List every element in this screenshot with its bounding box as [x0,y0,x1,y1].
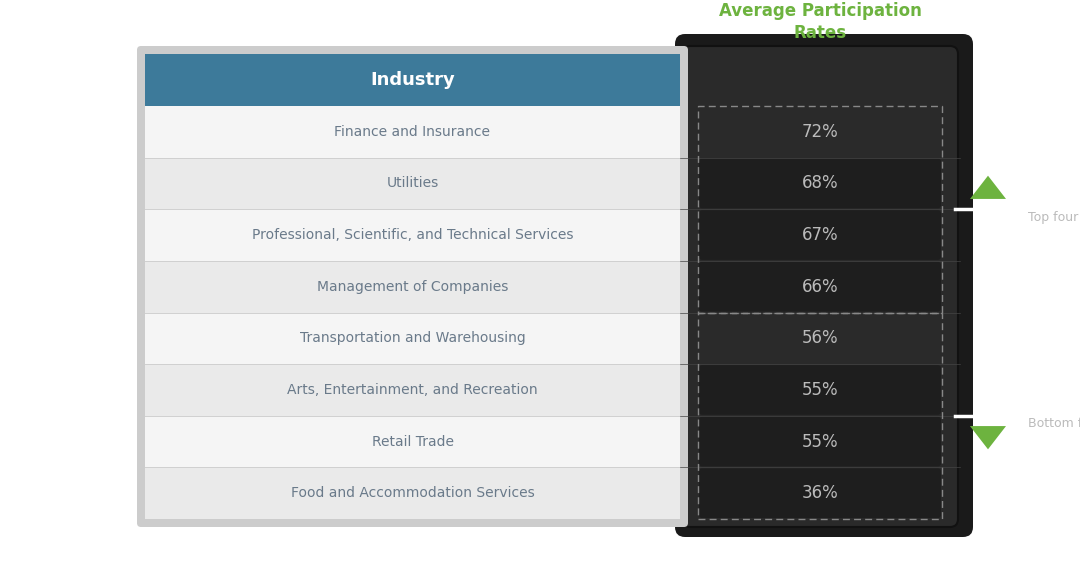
FancyBboxPatch shape [699,468,941,518]
FancyBboxPatch shape [699,158,941,208]
FancyBboxPatch shape [681,46,958,527]
Text: Food and Accommodation Services: Food and Accommodation Services [291,486,535,500]
Text: Average Participation
Rates: Average Participation Rates [718,2,921,42]
Text: 55%: 55% [801,381,838,399]
FancyBboxPatch shape [699,365,941,415]
Bar [698,312,942,519]
Text: 68%: 68% [801,174,838,192]
FancyBboxPatch shape [699,417,941,466]
Bar [145,157,680,209]
Text: 67%: 67% [801,226,838,244]
FancyBboxPatch shape [145,54,680,519]
Bar [145,468,680,519]
Text: Arts, Entertainment, and Recreation: Arts, Entertainment, and Recreation [287,383,538,397]
Text: 56%: 56% [801,329,838,347]
Text: 55%: 55% [801,433,838,451]
Text: Retail Trade: Retail Trade [372,435,454,448]
Bar [698,106,942,312]
Text: Professional, Scientific, and Technical Services: Professional, Scientific, and Technical … [252,228,573,242]
Text: Top four: Top four [1028,211,1078,224]
Text: 66%: 66% [801,277,838,296]
Text: 36%: 36% [801,484,838,502]
Bar [145,209,680,261]
Bar [145,364,680,416]
FancyBboxPatch shape [699,262,941,311]
FancyBboxPatch shape [699,210,941,260]
Text: 72%: 72% [801,123,838,141]
Bar [145,106,680,157]
Bar [145,416,680,468]
Text: Utilities: Utilities [387,177,438,191]
Text: Transportation and Warehousing: Transportation and Warehousing [299,331,525,345]
Text: Finance and Insurance: Finance and Insurance [335,125,490,139]
Polygon shape [970,426,1005,450]
FancyBboxPatch shape [675,34,973,537]
Polygon shape [970,176,1005,199]
Text: Industry: Industry [370,71,455,89]
Text: Bottom four: Bottom four [1028,417,1080,430]
Text: Management of Companies: Management of Companies [316,280,509,294]
FancyBboxPatch shape [145,54,680,106]
FancyBboxPatch shape [137,46,688,527]
Bar [145,261,680,312]
Bar [145,312,680,364]
